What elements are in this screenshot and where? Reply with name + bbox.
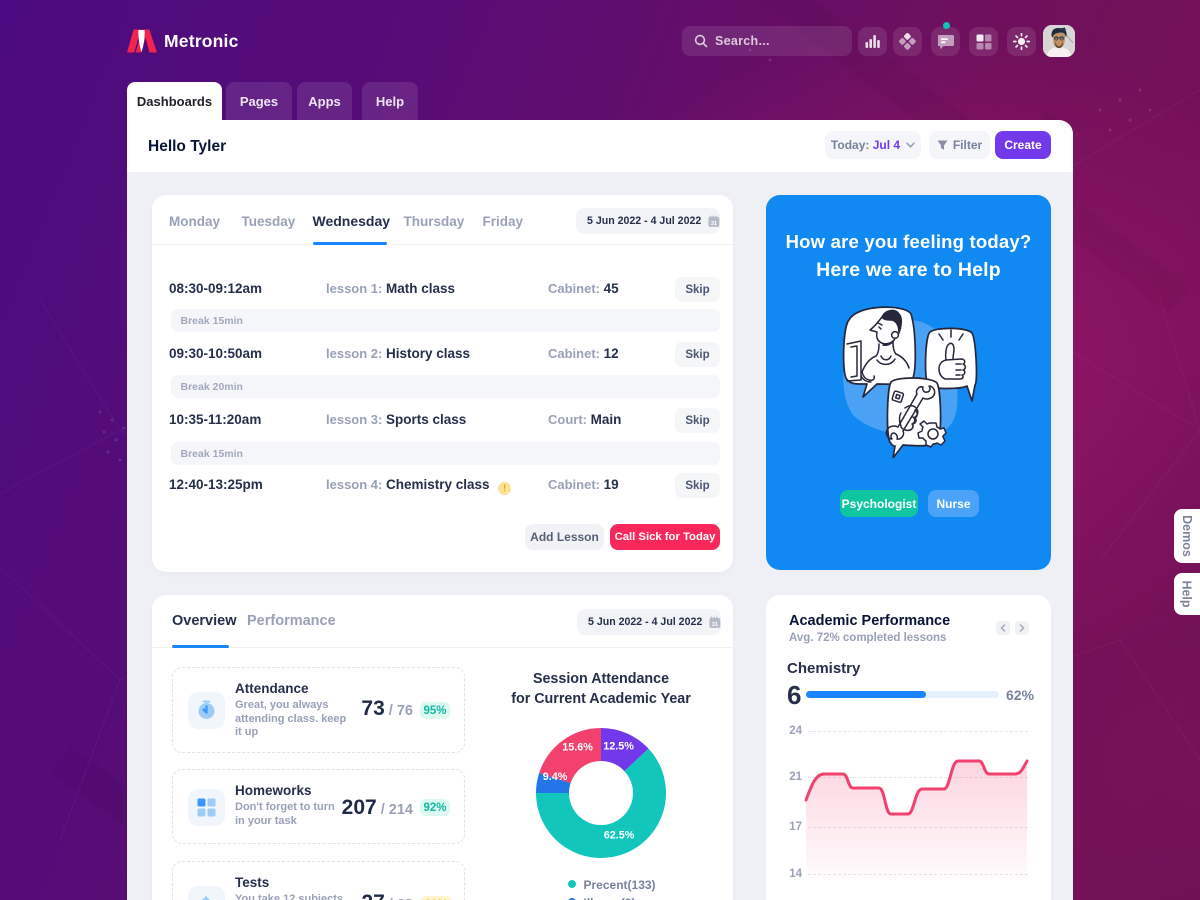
- svg-text:15.6%: 15.6%: [562, 742, 593, 754]
- svg-text:62.5%: 62.5%: [604, 830, 635, 842]
- svg-text:9.4%: 9.4%: [543, 771, 568, 783]
- svg-text:31: 31: [712, 622, 718, 628]
- svg-text:12.5%: 12.5%: [603, 741, 634, 753]
- svg-text:31: 31: [711, 221, 717, 227]
